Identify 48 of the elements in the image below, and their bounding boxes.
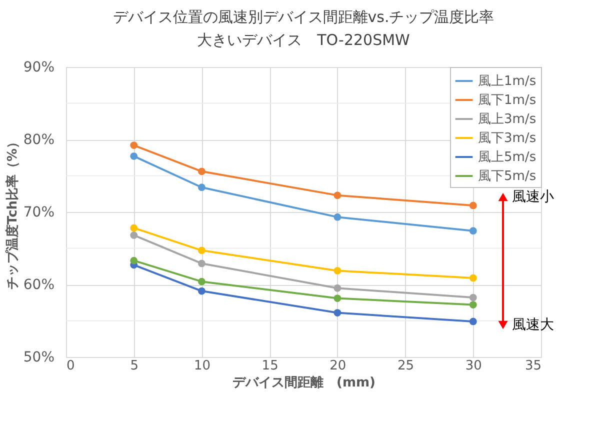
x-tick-label: 25 <box>398 358 414 374</box>
point <box>334 294 342 302</box>
point <box>130 142 138 149</box>
y-tick-label: 60% <box>23 277 54 293</box>
point <box>469 318 477 326</box>
point <box>198 184 206 192</box>
x-tick-label: 15 <box>262 358 278 374</box>
legend-label: 風下3m/s <box>478 131 536 146</box>
x-axis-title: デバイス間距離 (mm) <box>232 376 376 390</box>
y-tick-label: 70% <box>23 204 54 220</box>
point <box>334 213 342 221</box>
point <box>469 227 477 235</box>
chart-subtitle: 大きいデバイス TO-220SMW <box>197 31 410 49</box>
y-axis-title: チップ温度Tch比率（%） <box>4 135 20 290</box>
point <box>334 267 342 274</box>
x-tick-label: 10 <box>194 358 210 374</box>
y-tick-label: 50% <box>23 350 54 366</box>
legend-label: 風上5m/s <box>478 150 536 165</box>
x-tick-label: 20 <box>330 358 346 374</box>
point <box>130 152 138 160</box>
chart-title: デバイス位置の風速別デバイス間距離vs.チップ温度比率 <box>112 8 494 26</box>
x-tick-label: 30 <box>465 358 482 374</box>
y-tick-label: 80% <box>23 132 54 148</box>
annotation: 風速小 <box>512 189 554 205</box>
legend-label: 風下5m/s <box>478 169 536 184</box>
legend-label: 風下1m/s <box>478 93 536 108</box>
y-tick-label: 90% <box>23 60 54 76</box>
point <box>198 246 206 254</box>
point <box>198 278 206 286</box>
point <box>198 287 206 295</box>
point <box>198 260 206 268</box>
annotation: 風速大 <box>512 317 554 333</box>
point <box>469 301 477 308</box>
point <box>130 224 138 232</box>
point <box>334 309 342 316</box>
x-tick-label: 0 <box>66 358 75 374</box>
x-tick-label: 35 <box>524 358 542 374</box>
point <box>469 274 477 282</box>
point <box>334 284 342 292</box>
point <box>469 202 477 210</box>
point <box>198 168 206 176</box>
point <box>334 192 342 200</box>
point <box>130 232 138 239</box>
x-tick-label: 5 <box>130 358 138 374</box>
point <box>130 256 138 264</box>
point <box>469 294 477 302</box>
legend-label: 風上3m/s <box>478 112 536 127</box>
legend-label: 風上1m/s <box>478 74 536 89</box>
